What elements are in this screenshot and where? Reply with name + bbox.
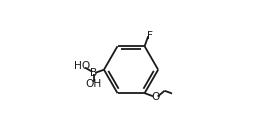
Text: F: F [147,31,153,41]
Text: HO: HO [74,61,90,71]
Text: OH: OH [86,79,102,89]
Text: O: O [152,92,160,102]
Text: B: B [90,68,97,78]
